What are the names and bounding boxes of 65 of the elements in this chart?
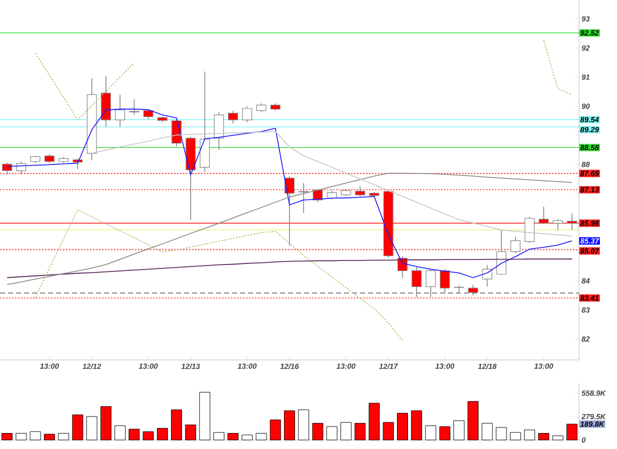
bar (114, 425, 126, 440)
bar (397, 412, 408, 440)
bar (510, 432, 521, 440)
candlestick (214, 112, 224, 150)
bar (382, 422, 394, 440)
candlestick (482, 264, 492, 288)
bar (453, 420, 464, 440)
bar (199, 392, 210, 440)
candlestick (115, 94, 126, 127)
bar (100, 406, 112, 440)
bar (284, 410, 295, 440)
candlestick (552, 218, 563, 230)
candlestick (228, 110, 238, 124)
candlestick (355, 186, 366, 197)
bar (482, 422, 493, 440)
bar (16, 433, 27, 440)
bar (72, 414, 84, 440)
bar (298, 410, 310, 440)
bar (368, 402, 380, 440)
candlestick (284, 176, 294, 246)
candlestick (566, 212, 577, 230)
candlestick (426, 268, 436, 298)
bar (58, 433, 70, 440)
bar (524, 430, 536, 440)
bar (86, 416, 98, 440)
bar (228, 433, 238, 440)
candlestick (510, 236, 520, 254)
bar (468, 401, 479, 440)
candlestick (2, 162, 12, 176)
bar (30, 431, 41, 440)
bar (185, 424, 196, 440)
bar (552, 436, 564, 440)
candlestick (129, 98, 140, 116)
candlestick (172, 118, 182, 148)
candlestick (298, 182, 309, 214)
candlestick (72, 158, 83, 170)
bar (256, 433, 267, 440)
bar (2, 433, 13, 440)
bar (156, 428, 168, 440)
bar (326, 426, 338, 440)
candlestick (242, 106, 252, 123)
bar (44, 434, 55, 440)
candlestick (454, 284, 464, 293)
bar (566, 424, 578, 440)
bar (411, 410, 422, 440)
bar (142, 431, 154, 440)
bar (354, 422, 366, 440)
bar (128, 428, 140, 440)
bar (538, 433, 550, 440)
bar (425, 425, 436, 440)
bar (270, 420, 281, 440)
bar (496, 427, 507, 440)
bar (213, 432, 224, 440)
candlestick (538, 206, 549, 224)
candlestick (412, 266, 422, 298)
candlestick (496, 229, 506, 276)
bar (340, 422, 352, 440)
candlestick (440, 268, 450, 294)
bar (312, 422, 324, 440)
bar (171, 410, 182, 440)
bar (439, 426, 450, 440)
bar (242, 434, 253, 440)
candlestick (143, 108, 154, 120)
candlestick (524, 216, 535, 244)
candlestick (468, 284, 478, 296)
